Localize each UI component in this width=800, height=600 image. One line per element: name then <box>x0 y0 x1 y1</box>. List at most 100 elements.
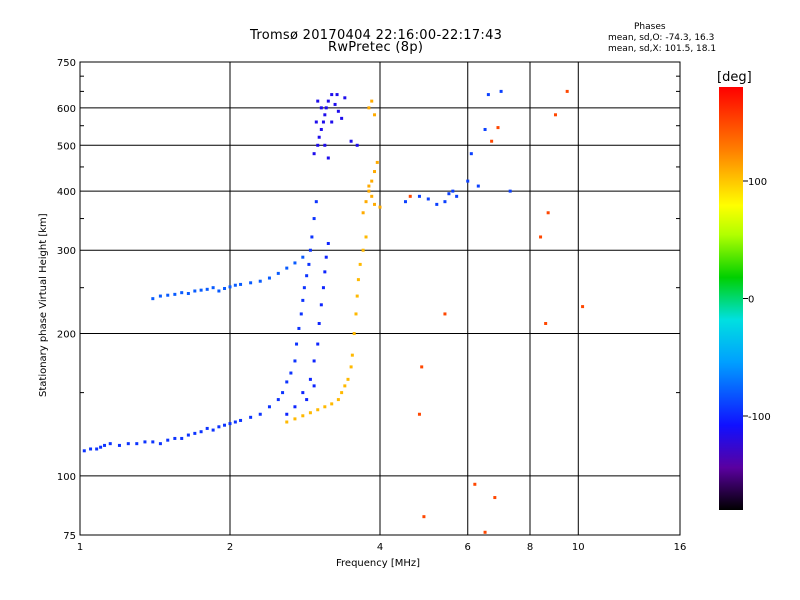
data-point <box>301 298 305 302</box>
data-point <box>469 152 473 156</box>
x-tick-label: 6 <box>465 542 471 553</box>
data-point <box>316 408 320 412</box>
data-point <box>99 445 103 449</box>
data-point <box>426 197 430 201</box>
y-tick-label: 400 <box>57 187 76 198</box>
data-point <box>228 285 232 289</box>
data-point <box>326 156 330 160</box>
data-point <box>356 278 360 282</box>
data-point <box>310 235 314 239</box>
data-point <box>103 443 107 447</box>
data-point <box>258 412 262 416</box>
data-point <box>301 391 305 395</box>
data-point <box>352 332 356 336</box>
data-point <box>312 152 316 156</box>
colorbar-ticks: -100 0 100 <box>743 177 771 423</box>
data-point <box>451 189 455 193</box>
data-point <box>239 418 243 422</box>
data-point <box>326 241 330 245</box>
data-point <box>223 423 227 427</box>
data-point <box>476 184 480 188</box>
data-point <box>293 417 297 421</box>
data-point <box>301 414 305 418</box>
data-point <box>355 143 359 147</box>
data-point <box>233 420 237 424</box>
data-point <box>180 436 184 440</box>
data-point <box>158 294 162 298</box>
data-point <box>193 431 197 435</box>
data-point <box>422 515 426 519</box>
data-point <box>367 184 371 188</box>
x-tick-label: 10 <box>572 542 585 553</box>
data-point <box>193 289 197 293</box>
data-point <box>346 377 350 381</box>
data-point <box>330 402 334 406</box>
data-point <box>324 106 328 110</box>
data-point <box>285 420 289 424</box>
data-point <box>143 440 147 444</box>
data-point <box>312 217 316 221</box>
data-point <box>317 135 321 139</box>
data-point <box>319 106 323 110</box>
data-point <box>486 93 490 97</box>
data-point <box>211 428 215 432</box>
data-point <box>553 113 557 117</box>
data-point <box>321 120 325 124</box>
data-point <box>166 438 170 442</box>
data-point <box>249 281 253 285</box>
data-point <box>211 286 215 290</box>
y-tick-label: 600 <box>57 104 76 115</box>
data-point <box>361 211 365 215</box>
data-point <box>370 194 374 198</box>
data-points <box>82 89 585 534</box>
data-point <box>186 292 190 296</box>
data-point <box>151 440 155 444</box>
data-point <box>373 202 377 206</box>
data-point <box>293 405 297 409</box>
data-point <box>435 202 439 206</box>
data-point <box>321 286 325 290</box>
data-point <box>299 312 303 316</box>
data-point <box>307 262 311 266</box>
data-point <box>285 266 289 270</box>
data-point <box>546 211 550 215</box>
data-point <box>302 286 306 290</box>
data-point <box>199 430 203 434</box>
colorbar-tick-label: -100 <box>748 412 771 423</box>
data-point <box>285 380 289 384</box>
data-point <box>403 200 407 204</box>
data-point <box>308 377 312 381</box>
stats-x-line: mean, sd,X: 101.5, 18.1 <box>608 44 717 54</box>
data-point <box>447 192 451 196</box>
data-point <box>354 312 358 316</box>
data-point <box>166 293 170 297</box>
data-point <box>443 312 447 316</box>
data-point <box>343 384 347 388</box>
data-point <box>316 99 320 103</box>
data-point <box>223 287 227 291</box>
data-point <box>281 391 285 395</box>
data-point <box>349 139 353 143</box>
data-point <box>249 415 253 419</box>
x-axis-label: Frequency [MHz] <box>336 558 421 569</box>
data-point <box>370 179 374 183</box>
colorbar <box>719 87 743 510</box>
data-point <box>493 496 497 500</box>
data-point <box>308 248 312 252</box>
data-point <box>364 235 368 239</box>
data-point <box>378 205 382 209</box>
colorbar-tick-label: 100 <box>748 177 767 188</box>
data-point <box>312 359 316 363</box>
data-point <box>483 127 487 131</box>
y-axis-label: Stationary phase Virtual Height [km] <box>38 213 49 397</box>
data-point <box>89 447 93 451</box>
data-point <box>350 353 354 357</box>
data-point <box>217 425 221 429</box>
y-tick-label: 200 <box>57 330 76 341</box>
data-point <box>544 321 548 325</box>
data-point <box>205 426 209 430</box>
data-point <box>335 93 339 97</box>
x-tick-label: 8 <box>527 542 533 553</box>
stats-o-line: mean, sd,O: -74.3, 16.3 <box>608 33 715 43</box>
y-tick-label: 500 <box>57 141 76 152</box>
